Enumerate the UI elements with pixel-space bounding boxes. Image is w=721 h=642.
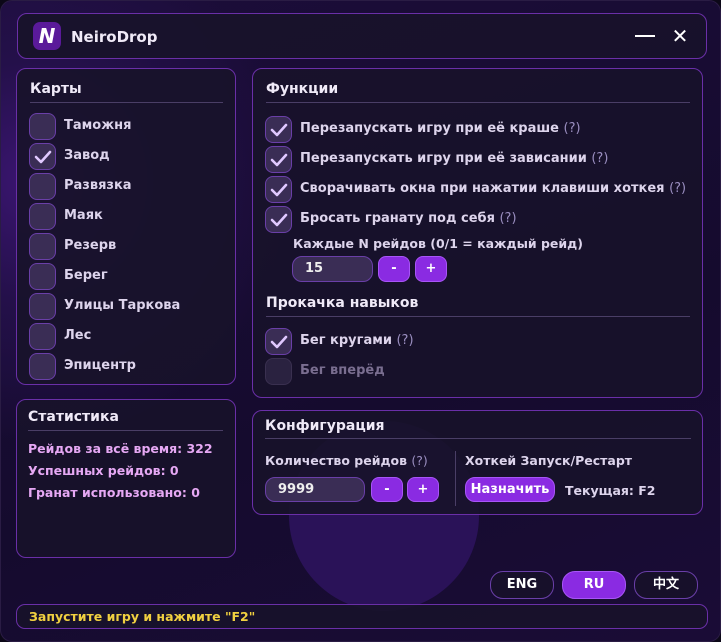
map-7-label[interactable]: Лес	[64, 328, 91, 343]
language-button-2[interactable]: 中文	[634, 571, 698, 599]
assign-hotkey-button[interactable]: Назначить	[465, 477, 555, 502]
maps-panel: Карты Таможня Завод Развязка Маяк Резерв Бере…	[16, 68, 236, 385]
skill-0-label-text: Бег кругами	[300, 333, 392, 348]
divider	[266, 316, 690, 317]
stats-title: Статистика	[28, 409, 119, 425]
function-3-label[interactable]: Бросать гранату под себя (?)	[300, 211, 517, 226]
functions-panel: Функции Перезапускать игру при её краше …	[252, 68, 703, 398]
divider	[266, 102, 690, 103]
checkmark-icon	[270, 153, 288, 167]
raids-count-label-text: Количество рейдов	[265, 453, 408, 468]
divider	[265, 438, 691, 439]
help-icon[interactable]: (?)	[591, 151, 609, 166]
map-4-label-text: Резерв	[64, 238, 117, 253]
function-3-label-text: Бросать гранату под себя	[300, 211, 495, 226]
config-title: Конфигурация	[265, 418, 385, 434]
divider	[455, 451, 456, 506]
language-button-1[interactable]: RU	[562, 571, 626, 599]
map-5-label-text: Берег	[64, 268, 108, 283]
skill-0-checkbox[interactable]	[265, 328, 292, 355]
function-3-checkbox[interactable]	[265, 206, 292, 233]
checkmark-icon	[270, 123, 288, 137]
function-1-label[interactable]: Перезапускать игру при её зависании (?)	[300, 151, 608, 166]
map-2-checkbox[interactable]	[29, 173, 56, 200]
map-6-label-text: Улицы Таркова	[64, 298, 181, 313]
config-panel: Конфигурация Количество рейдов (?) 9999 …	[252, 410, 703, 515]
map-5-label[interactable]: Берег	[64, 268, 108, 283]
map-6-checkbox[interactable]	[29, 293, 56, 320]
stat-successful-raids: Успешных рейдов: 0	[28, 463, 179, 478]
function-2-checkbox[interactable]	[265, 176, 292, 203]
close-icon[interactable]: ✕	[671, 24, 689, 48]
map-1-label[interactable]: Завод	[64, 148, 110, 163]
map-8-label[interactable]: Эпицентр	[64, 358, 136, 373]
map-4-checkbox[interactable]	[29, 233, 56, 260]
map-2-label-text: Развязка	[64, 178, 132, 193]
map-8-label-text: Эпицентр	[64, 358, 136, 373]
map-0-label-text: Таможня	[64, 118, 132, 133]
maps-title: Карты	[30, 81, 82, 97]
function-0-label-text: Перезапускать игру при её краше	[300, 121, 559, 136]
map-7-checkbox[interactable]	[29, 323, 56, 350]
raids-count-label: Количество рейдов (?)	[265, 453, 428, 468]
function-2-label-text: Сворачивать окна при нажатии клавиши хот…	[300, 181, 665, 196]
map-1-label-text: Завод	[64, 148, 110, 163]
status-text: Запустите игру и нажмите "F2"	[29, 609, 256, 624]
app-logo: N	[33, 22, 61, 50]
skill-0-label[interactable]: Бег кругами (?)	[300, 333, 414, 348]
function-0-label[interactable]: Перезапускать игру при её краше (?)	[300, 121, 581, 136]
map-0-checkbox[interactable]	[29, 113, 56, 140]
current-hotkey: Текущая: F2	[565, 483, 656, 498]
stat-grenades-used: Гранат использовано: 0	[28, 485, 200, 500]
every-n-minus-button[interactable]: -	[378, 256, 410, 282]
raids-plus-button[interactable]: +	[407, 477, 439, 502]
map-7-label-text: Лес	[64, 328, 92, 343]
skills-title: Прокачка навыков	[266, 295, 419, 311]
status-bar: Запустите игру и нажмите "F2"	[16, 604, 708, 629]
function-0-checkbox[interactable]	[265, 116, 292, 143]
stats-panel: Статистика Рейдов за всё время: 322 Успе…	[16, 399, 236, 558]
stat-total-raids: Рейдов за всё время: 322	[28, 441, 213, 456]
raids-minus-button[interactable]: -	[371, 477, 403, 502]
functions-title: Функции	[266, 81, 339, 97]
map-4-label[interactable]: Резерв	[64, 238, 116, 253]
help-icon[interactable]: (?)	[669, 181, 687, 196]
map-2-label[interactable]: Развязка	[64, 178, 132, 193]
map-1-checkbox[interactable]	[29, 143, 56, 170]
help-icon[interactable]: (?)	[411, 453, 428, 468]
skill-1-label[interactable]: Бег вперёд	[300, 363, 385, 378]
hotkey-label: Хоткей Запуск/Рестарт	[465, 453, 633, 468]
map-3-checkbox[interactable]	[29, 203, 56, 230]
map-3-label-text: Маяк	[64, 208, 103, 223]
map-6-label[interactable]: Улицы Таркова	[64, 298, 180, 313]
checkmark-icon	[34, 150, 52, 164]
checkmark-icon	[270, 183, 288, 197]
language-button-0[interactable]: ENG	[490, 571, 554, 599]
map-0-label[interactable]: Таможня	[64, 118, 131, 133]
function-2-label[interactable]: Сворачивать окна при нажатии клавиши хот…	[300, 181, 686, 196]
help-icon[interactable]: (?)	[499, 211, 517, 226]
divider	[30, 102, 223, 103]
skill-1-checkbox[interactable]	[265, 358, 292, 385]
checkmark-icon	[270, 335, 288, 349]
title-bar[interactable]: N NeiroDrop ✕	[17, 13, 707, 59]
every-n-plus-button[interactable]: +	[415, 256, 447, 282]
function-1-label-text: Перезапускать игру при её зависании	[300, 151, 587, 166]
map-3-label[interactable]: Маяк	[64, 208, 103, 223]
every-n-label: Каждые N рейдов (0/1 = каждый рейд)	[293, 236, 583, 251]
app-title: NeiroDrop	[71, 28, 158, 46]
map-8-checkbox[interactable]	[29, 353, 56, 380]
every-n-input[interactable]: 15	[292, 256, 373, 282]
divider	[28, 430, 223, 431]
map-5-checkbox[interactable]	[29, 263, 56, 290]
skill-1-label-text: Бег вперёд	[300, 363, 385, 378]
raids-count-input[interactable]: 9999	[265, 477, 365, 502]
help-icon[interactable]: (?)	[396, 333, 414, 348]
help-icon[interactable]: (?)	[563, 121, 581, 136]
minimize-icon[interactable]	[635, 35, 655, 37]
function-1-checkbox[interactable]	[265, 146, 292, 173]
checkmark-icon	[270, 213, 288, 227]
